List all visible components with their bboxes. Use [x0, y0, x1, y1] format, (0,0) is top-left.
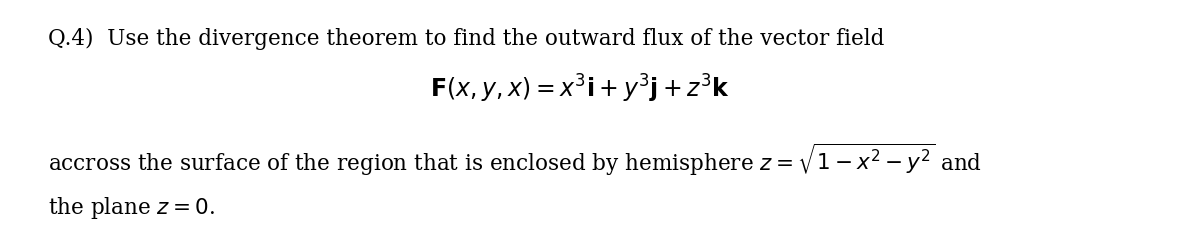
Text: the plane $z = 0$.: the plane $z = 0$.: [48, 195, 215, 221]
Text: accross the surface of the region that is enclosed by hemisphere $z = \sqrt{1 - : accross the surface of the region that i…: [48, 141, 982, 178]
Text: Q.4)  Use the divergence theorem to find the outward flux of the vector field: Q.4) Use the divergence theorem to find …: [48, 28, 884, 50]
Text: $\mathbf{F}(x, y, x) = x^3\mathbf{i} + y^3\mathbf{j} + z^3\mathbf{k}$: $\mathbf{F}(x, y, x) = x^3\mathbf{i} + y…: [430, 73, 730, 105]
